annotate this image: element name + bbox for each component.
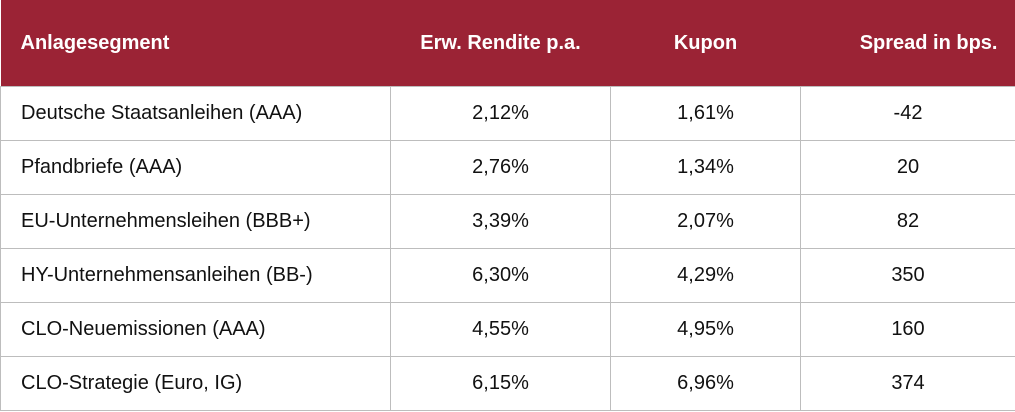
table-cell: Pfandbriefe (AAA) (0, 140, 391, 195)
table-row: CLO-Strategie (Euro, IG) 6,15% 6,96% 374 (0, 356, 1015, 411)
table-cell: 2,07% (610, 194, 801, 249)
table-cell: CLO-Strategie (Euro, IG) (0, 356, 391, 411)
table-cell: 6,15% (390, 356, 611, 411)
table-row: Deutsche Staatsanleihen (AAA) 2,12% 1,61% -… (0, 86, 1015, 141)
table-row: CLO-Neuemissionen (AAA) 4,55% 4,95% 160 (0, 302, 1015, 357)
table-body: Deutsche Staatsanleihen (AAA) 2,12% 1,61% -… (0, 86, 1015, 411)
table-cell: Deutsche Staatsanleihen (AAA) (0, 86, 391, 141)
header-cell: Spread in bps. (800, 0, 1015, 87)
table-cell: 6,30% (390, 248, 611, 303)
table-row: Pfandbriefe (AAA) 2,76% 1,34% 20 (0, 140, 1015, 195)
table-cell: 82 (800, 194, 1015, 249)
table-cell: 4,55% (390, 302, 611, 357)
header-cell: Anlagesegment (0, 0, 391, 87)
table-cell: CLO-Neuemissionen (AAA) (0, 302, 391, 357)
table-cell: 350 (800, 248, 1015, 303)
table-header: Anlagesegment Erw. Rendite p.a. Kupon Sprea… (0, 0, 1015, 87)
table-cell: 374 (800, 356, 1015, 411)
table-cell: 1,61% (610, 86, 801, 141)
table-cell: 2,12% (390, 86, 611, 141)
table-row: HY-Unternehmensanleihen (BB-) 6,30% 4,29% 3… (0, 248, 1015, 303)
table-cell: 4,95% (610, 302, 801, 357)
table-cell: 4,29% (610, 248, 801, 303)
table-cell: 160 (800, 302, 1015, 357)
table-cell: 1,34% (610, 140, 801, 195)
table-cell: 3,39% (390, 194, 611, 249)
header-row: Anlagesegment Erw. Rendite p.a. Kupon Sprea… (0, 0, 1015, 87)
table-cell: EU-Unternehmensleihen (BBB+) (0, 194, 391, 249)
header-cell: Erw. Rendite p.a. (390, 0, 611, 87)
table-cell: 2,76% (390, 140, 611, 195)
table-row: EU-Unternehmensleihen (BBB+) 3,39% 2,07% 82 (0, 194, 1015, 249)
table-cell: HY-Unternehmensanleihen (BB-) (0, 248, 391, 303)
table-cell: -42 (800, 86, 1015, 141)
table-cell: 6,96% (610, 356, 801, 411)
table-cell: 20 (800, 140, 1015, 195)
header-cell: Kupon (610, 0, 801, 87)
